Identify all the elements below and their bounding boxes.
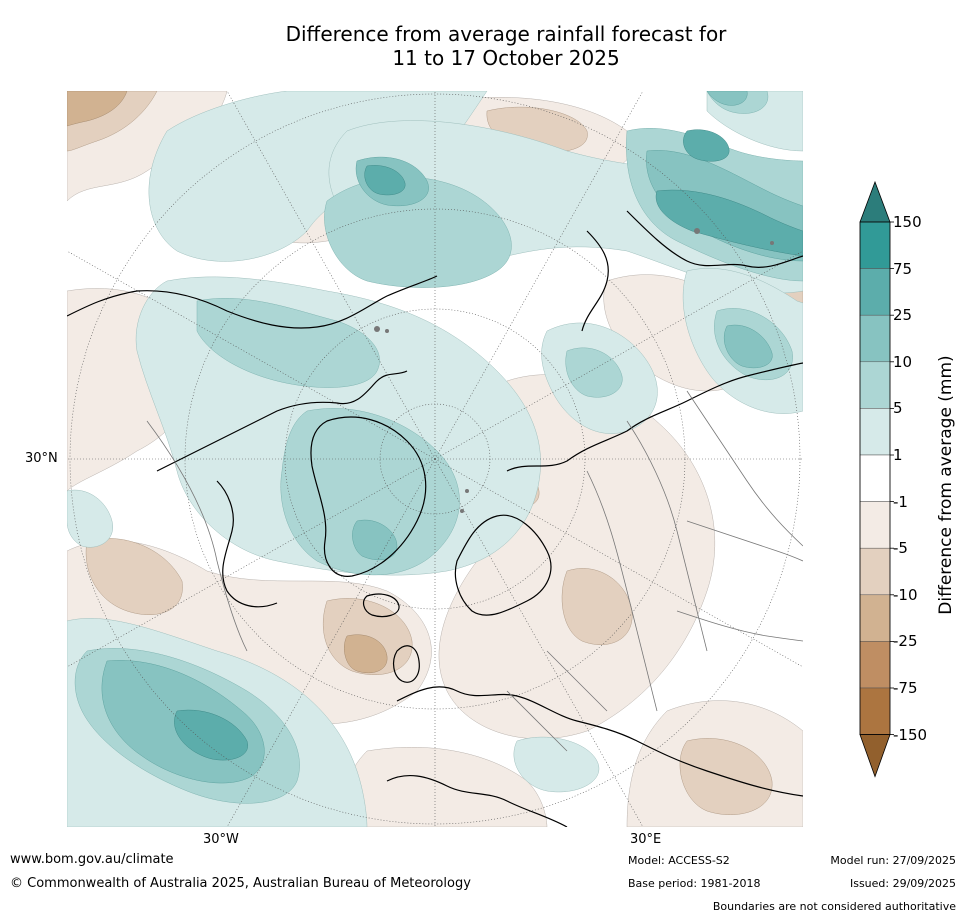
colorbar-tick-label: 150 xyxy=(893,213,922,231)
colorbar-band xyxy=(859,268,891,316)
lon-label-30e: 30°E xyxy=(630,832,662,847)
country-borders xyxy=(146,390,803,752)
lat-label-30n: 30°N xyxy=(25,451,58,466)
lon-label-30w: 30°W xyxy=(203,832,239,847)
colorbar-tick-label: 75 xyxy=(893,259,913,278)
model-text: Model: ACCESS-S2 xyxy=(628,854,730,867)
colorbar-band xyxy=(859,314,891,363)
colorbar-tick-label: 1 xyxy=(893,446,903,464)
disclaimer-text: Boundaries are not considered authoritat… xyxy=(712,900,956,913)
colorbar-band xyxy=(859,547,891,596)
colorbar-tick-label: -5 xyxy=(893,539,908,558)
colorbar-tick-label: 25 xyxy=(893,306,913,325)
colorbar-tick-label: -10 xyxy=(893,585,918,604)
base-period-text: Base period: 1981-2018 xyxy=(628,877,761,890)
colorbar-tick-label: 10 xyxy=(893,352,913,371)
title-line-1: Difference from average rainfall forecas… xyxy=(285,22,727,46)
graticule xyxy=(67,91,803,827)
colorbar-band xyxy=(859,408,891,456)
issued-text: Issued: 29/09/2025 xyxy=(849,877,956,890)
website-link[interactable]: www.bom.gov.au/climate xyxy=(10,852,174,867)
colorbar-extend-max xyxy=(859,180,891,223)
colorbar-tick-label: -75 xyxy=(893,679,918,697)
colorbar-band xyxy=(859,221,891,269)
colorbar-band xyxy=(859,594,891,642)
colorbar-tick-label: -1 xyxy=(893,492,908,511)
colorbar-band xyxy=(859,361,891,409)
title-line-2: 11 to 17 October 2025 xyxy=(392,46,620,70)
colorbar-extend-min xyxy=(859,734,891,778)
colorbar-band xyxy=(859,501,891,549)
rainfall-anomaly-map xyxy=(67,91,803,827)
colorbar-band xyxy=(859,687,891,735)
lakes xyxy=(374,228,774,513)
colorbar-tick-label: -150 xyxy=(893,725,928,744)
wet-anomaly-very-strong-areas xyxy=(174,129,803,761)
model-run-text: Model run: 27/09/2025 xyxy=(830,854,956,867)
colorbar xyxy=(859,180,894,778)
colorbar-tick-label: 5 xyxy=(893,399,903,418)
colorbar-band xyxy=(859,641,891,689)
copyright-text: © Commonwealth of Australia 2025, Austra… xyxy=(10,876,471,891)
colorbar-frame xyxy=(859,221,891,735)
colorbar-title: Difference from average (mm) xyxy=(936,355,956,615)
colorbar-band xyxy=(859,454,891,502)
coastlines xyxy=(67,210,803,827)
colorbar-tick-label: -25 xyxy=(893,632,918,651)
